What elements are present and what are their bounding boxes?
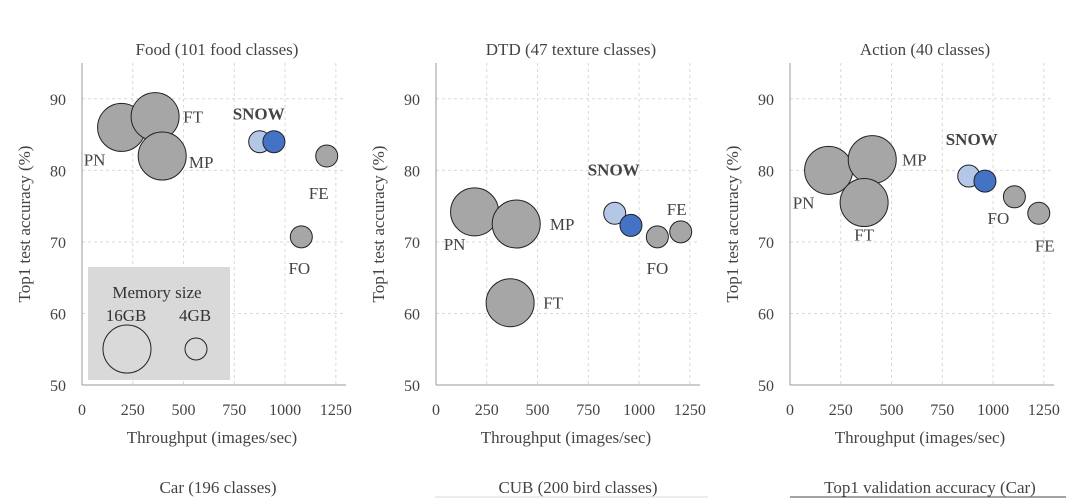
bubble-point-ft [485,278,535,328]
x-tick-label: 0 [432,402,440,419]
y-axis-label: Top1 test accuracy (%) [723,146,742,303]
snow-label: SNOW [946,130,998,149]
bubble-point-fo [1002,185,1026,209]
x-axis-label: Throughput (images/sec) [127,428,297,447]
point-label-ft: FT [183,108,203,127]
y-tick-label: 60 [50,306,66,323]
legend-big-label: 16GB [106,306,147,325]
point-label-ft: FT [854,226,874,245]
y-tick-label: 60 [758,306,774,323]
point-label-fo: FO [988,209,1010,228]
bubble-point-snow-dark [619,213,643,237]
point-label-pn: PN [84,150,106,169]
point-label-fe: FE [309,184,329,203]
x-tick-label: 750 [930,402,954,419]
chart-panel-3: 50 60 70 80 90 0 250 500 750 1000 1250 Action (40 c… [723,40,1060,447]
bubble-point-ft [839,178,889,228]
y-tick-label: 80 [758,163,774,180]
bottom-title-validation: Top1 validation accuracy (Car) [824,478,1036,497]
x-tick-label: 500 [880,402,904,419]
x-tick-label: 1250 [320,402,352,419]
y-tick-label: 90 [404,92,420,109]
point-label-pn: PN [444,235,466,254]
y-tick-label: 50 [50,378,66,395]
bubble-point-mp [137,131,187,181]
bubble-point-fo [289,225,313,249]
x-axis-label: Throughput (images/sec) [481,428,651,447]
legend-big-bubble [102,324,152,374]
x-axis-label: Throughput (images/sec) [835,428,1005,447]
snow-label: SNOW [588,160,640,179]
memory-size-legend: Memory size 16GB 4GB [88,267,230,380]
bottom-title-car: Car (196 classes) [159,478,276,497]
chart-title: DTD (47 texture classes) [486,40,656,59]
point-label-fo: FO [646,259,668,278]
x-tick-label: 750 [222,402,246,419]
y-tick-label: 70 [404,235,420,252]
bubble-point-snow-dark [973,169,997,193]
chart-title: Action (40 classes) [860,40,990,59]
y-tick-label: 90 [50,92,66,109]
x-tick-label: 500 [526,402,550,419]
y-tick-label: 70 [758,235,774,252]
bubble-point-mp [847,135,897,185]
point-label-fe: FE [1035,236,1055,255]
y-axis-label: Top1 test accuracy (%) [369,146,388,303]
y-tick-label: 70 [50,235,66,252]
x-tick-label: 0 [78,402,86,419]
point-label-fe: FE [667,200,687,219]
point-label-ft: FT [543,294,563,313]
legend-title: Memory size [112,283,201,302]
bubble-point-mp [491,199,541,249]
bubble-point-snow-light [603,201,627,225]
y-tick-label: 50 [404,378,420,395]
x-tick-label: 250 [121,402,145,419]
point-label-fo: FO [288,259,310,278]
y-tick-label: 50 [758,378,774,395]
y-tick-label: 80 [50,163,66,180]
y-tick-label: 80 [404,163,420,180]
bubble-point-fe [315,144,339,168]
point-label-mp: MP [550,215,575,234]
legend-small-bubble [184,337,208,361]
y-axis-label: Top1 test accuracy (%) [15,146,34,303]
y-tick-label: 60 [404,306,420,323]
bubble-point-fe [669,220,693,244]
snow-label: SNOW [233,105,285,124]
x-tick-label: 1000 [977,402,1009,419]
y-tick-label: 90 [758,92,774,109]
x-tick-label: 500 [172,402,196,419]
point-label-mp: MP [189,153,214,172]
x-tick-label: 1000 [623,402,655,419]
bubble-point-pn [450,187,500,237]
x-tick-label: 1250 [674,402,706,419]
bubble-point-fe [1027,201,1051,225]
x-tick-label: 1000 [269,402,301,419]
x-tick-label: 750 [576,402,600,419]
bottom-title-cub: CUB (200 bird classes) [498,478,657,497]
x-tick-label: 250 [829,402,853,419]
point-label-mp: MP [902,151,927,170]
x-tick-label: 1250 [1028,402,1060,419]
next-row-titles: Car (196 classes) CUB (200 bird classes)… [159,478,1066,498]
x-tick-label: 0 [786,402,794,419]
chart-title: Food (101 food classes) [136,40,299,59]
bubble-point-fo [645,225,669,249]
chart-panel-1: 50 60 70 80 90 0 250 500 750 1000 1250 Food (101 fo… [15,40,352,447]
chart-panel-2: 50 60 70 80 90 0 250 500 750 1000 1250 DTD (47 text… [369,40,706,447]
bubble-point-snow-dark [262,130,286,154]
x-tick-label: 250 [475,402,499,419]
legend-small-label: 4GB [179,306,211,325]
point-label-pn: PN [793,193,815,212]
